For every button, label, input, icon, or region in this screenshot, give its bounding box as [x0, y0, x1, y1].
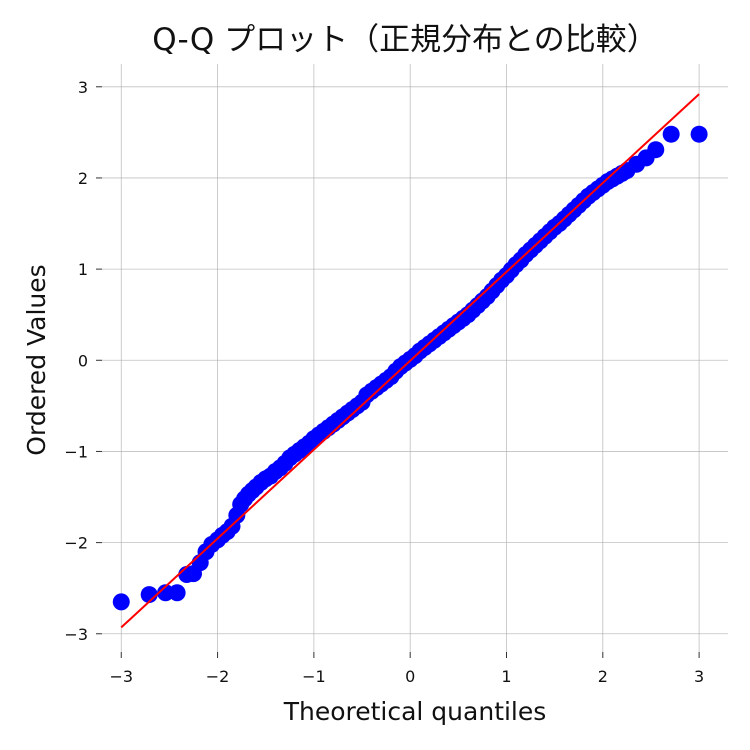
- data-point: [112, 593, 130, 611]
- x-tick-label: 3: [694, 667, 704, 686]
- y-axis-label: Ordered Values: [22, 264, 51, 455]
- x-tick-label: −1: [302, 667, 326, 686]
- data-point: [647, 141, 665, 159]
- y-tick-label: 2: [78, 169, 88, 188]
- x-tick-label: −3: [109, 667, 133, 686]
- x-tick-label: 2: [598, 667, 608, 686]
- y-tick-label: −3: [64, 625, 88, 644]
- y-tick-label: 3: [78, 78, 88, 97]
- y-tick-label: 1: [78, 260, 88, 279]
- x-axis-label: Theoretical quantiles: [283, 697, 547, 726]
- data-point: [690, 125, 708, 143]
- y-tick-label: −1: [64, 442, 88, 461]
- data-point: [168, 584, 186, 602]
- data-point: [662, 125, 680, 143]
- x-tick-label: −2: [206, 667, 230, 686]
- chart-title: Q-Q プロット（正規分布との比較）: [152, 22, 658, 58]
- x-axis: −3 −2 −1 0 1 2 3: [109, 652, 704, 686]
- y-axis: −3 −2 −1 0 1 2 3: [64, 78, 102, 644]
- x-tick-label: 0: [405, 667, 415, 686]
- y-tick-label: 0: [78, 351, 88, 370]
- x-tick-label: 1: [501, 667, 511, 686]
- fit-line: [120, 93, 700, 629]
- y-tick-label: −2: [64, 534, 88, 553]
